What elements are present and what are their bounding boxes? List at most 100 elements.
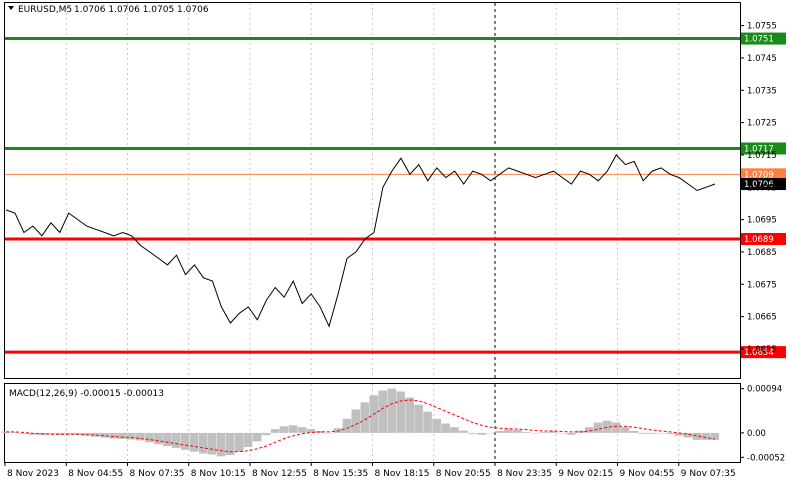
macd-bar: [396, 391, 405, 433]
level-tag-label: 1.0709: [744, 170, 774, 180]
macd-bar: [459, 430, 468, 433]
macd-bar: [584, 427, 594, 433]
macd-bar: [136, 432, 145, 441]
macd-bar: [387, 388, 396, 433]
macd-y-tick-label: -0.00052: [747, 453, 785, 463]
time-axis: 8 Nov 2023 8 Nov 04:55 8 Nov 07:35 8 Nov 10…: [4, 462, 736, 479]
macd-bar: [710, 432, 720, 440]
macd-bar: [216, 432, 226, 457]
level-tag: [741, 142, 786, 155]
current-price-label: 1.0706: [744, 180, 774, 190]
macd-series: [1, 388, 720, 457]
level-tag: [741, 232, 786, 245]
y-tick-label: 1.0745: [747, 54, 777, 64]
macd-bar: [55, 432, 64, 435]
macd-bar: [602, 420, 612, 433]
macd-bar: [324, 432, 334, 434]
x-tick-label: 9 Nov 02:15: [558, 469, 613, 479]
y-tick-label: 1.0755: [747, 22, 777, 32]
macd-bar: [531, 432, 540, 434]
y-tick-label: 1.0715: [747, 151, 777, 161]
y-tick-label: 1.0735: [747, 86, 777, 96]
y-tick-label: 1.0705: [747, 183, 777, 193]
signal-line: [6, 399, 716, 453]
y-tick-label: 1.0665: [747, 313, 777, 323]
level-tag-label: 1.0689: [744, 235, 774, 245]
macd-bar: [486, 432, 495, 434]
chart-ohlc: 1.0706 1.0706 1.0705 1.0706: [74, 5, 209, 15]
chart-symbol: EURUSD,M5: [18, 5, 72, 15]
x-tick-label: 8 Nov 10:15: [191, 469, 246, 479]
macd-bar: [351, 409, 361, 433]
macd-bar: [477, 432, 486, 435]
macd-bar: [468, 432, 477, 434]
price-series: 1.0706: [5, 154, 786, 328]
macd-bar: [557, 432, 567, 434]
macd-bar: [118, 432, 127, 439]
macd-bar: [674, 432, 684, 436]
macd-bar: [190, 432, 199, 452]
macd-bar: [315, 431, 325, 433]
level-tag-label: 1.0751: [744, 35, 774, 45]
macd-bar: [432, 418, 441, 433]
x-tick-label: 8 Nov 12:55: [252, 469, 307, 479]
macd-bar: [692, 432, 702, 440]
level-tag: [741, 168, 786, 181]
horizontal-levels: 1.0751 1.0717 1.0709 1.0689 1.0654: [5, 32, 786, 359]
macd-bar: [638, 432, 648, 434]
grid: [65, 3, 680, 462]
x-tick-label: 8 Nov 20:55: [436, 469, 491, 479]
macd-bar: [423, 411, 432, 433]
macd-bar: [611, 422, 621, 433]
price-axis: 1.0755 1.0745 1.0735 1.0725 1.0715 1.0705 1.06…: [740, 22, 777, 355]
macd-bar: [199, 432, 208, 454]
macd-bar: [109, 432, 118, 439]
macd-bar: [414, 404, 423, 433]
macd-bar: [154, 432, 163, 445]
macd-bar: [28, 432, 37, 435]
macd-bar: [360, 402, 370, 433]
macd-bar: [683, 432, 693, 438]
macd-bar: [701, 432, 711, 440]
macd-bar: [647, 432, 657, 434]
macd-bar: [593, 422, 603, 433]
macd-bar: [540, 431, 549, 433]
macd-bar: [10, 431, 20, 433]
y-tick-label: 1.0685: [747, 248, 777, 258]
x-tick-label: 8 Nov 18:15: [375, 469, 430, 479]
macd-bar: [172, 432, 181, 448]
macd-bar: [342, 418, 352, 433]
macd-bar: [306, 429, 316, 433]
macd-bar: [297, 427, 307, 433]
macd-bar: [163, 432, 172, 447]
level-tag: [741, 32, 786, 45]
macd-bar: [405, 397, 414, 433]
level-tag-label: 1.0654: [744, 348, 774, 358]
macd-bar: [91, 432, 100, 437]
macd-bar: [225, 432, 235, 455]
x-tick-label: 8 Nov 15:35: [313, 469, 368, 479]
macd-bar: [629, 431, 639, 433]
y-tick-label: 1.0675: [747, 280, 777, 290]
macd-bar: [145, 432, 154, 443]
macd-bar: [261, 432, 271, 436]
macd-bar: [450, 427, 459, 433]
macd-bar: [504, 429, 513, 433]
macd-bar: [181, 432, 190, 450]
macd-y-tick-label: 0.00094: [747, 385, 782, 395]
x-tick-label: 8 Nov 2023: [7, 469, 59, 479]
macd-bar: [207, 432, 217, 455]
macd-bar: [127, 432, 136, 440]
macd-bar: [252, 432, 262, 442]
level-tag: [741, 346, 786, 359]
level-tag-label: 1.0717: [744, 144, 774, 154]
macd-bar: [566, 432, 576, 435]
macd-bar: [243, 432, 253, 447]
macd-label: MACD(12,26,9) -0.00015 -0.00013: [9, 389, 164, 399]
macd-bar: [100, 432, 109, 438]
macd-bar: [270, 429, 280, 433]
macd-bar: [378, 390, 387, 433]
macd-y-tick-label: 0.00: [747, 429, 766, 439]
dropdown-triangle-icon[interactable]: [8, 6, 14, 10]
macd-bar: [441, 423, 450, 433]
